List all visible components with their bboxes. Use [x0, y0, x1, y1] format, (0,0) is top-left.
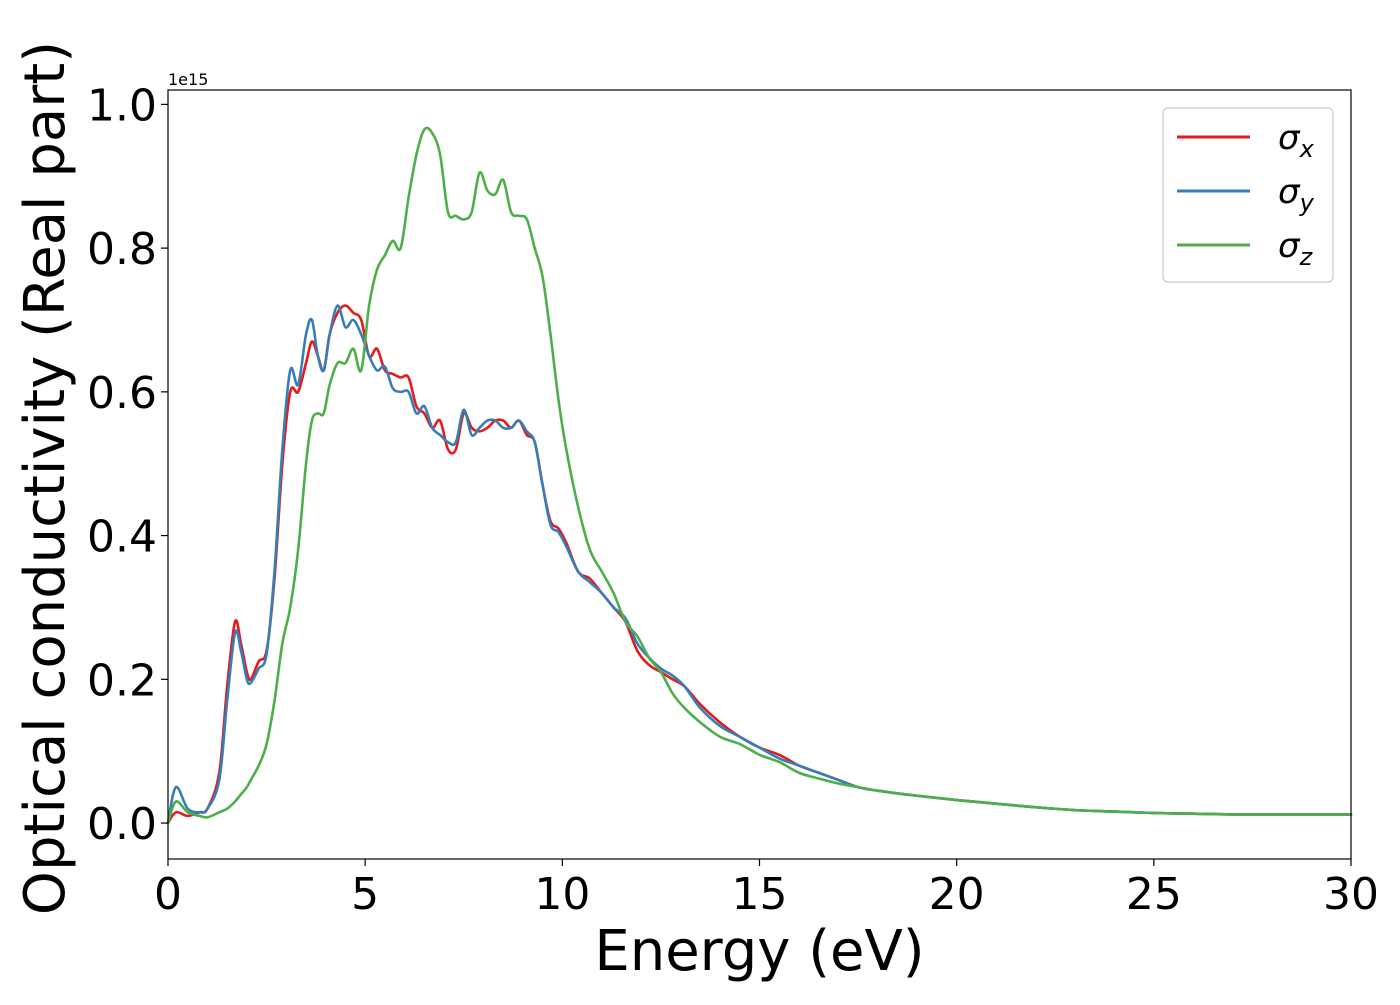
y-tick-label: 0.0	[87, 799, 157, 850]
series-line-0	[166, 304, 1353, 825]
x-tick-label: 0	[154, 869, 182, 920]
x-tick-label: 30	[1323, 869, 1379, 920]
legend-label-2: σz	[1278, 226, 1314, 271]
y-offset-label: 1e15	[168, 70, 208, 89]
y-tick-label: 0.2	[87, 655, 157, 706]
y-tick-label: 1.0	[87, 80, 157, 131]
y-tick-label: 0.8	[87, 224, 157, 275]
legend-box	[1162, 107, 1334, 283]
series-line-1	[166, 304, 1353, 825]
x-tick-label: 15	[732, 869, 788, 920]
x-tick-label: 25	[1126, 869, 1182, 920]
x-axis-ticks: 0 5 10 15 20 25 30	[154, 859, 1379, 920]
x-tick-label: 5	[351, 869, 379, 920]
legend-label-0: σx	[1278, 118, 1315, 163]
y-axis-ticks: 0.0 0.2 0.4 0.6 0.8 1.0	[87, 80, 168, 850]
series-layer	[166, 126, 1353, 825]
y-tick-label: 0.4	[87, 512, 157, 563]
series-line-2	[166, 126, 1353, 825]
y-axis-label: Optical conductivity (Real part)	[13, 41, 78, 915]
x-axis-label: Energy (eV)	[594, 919, 924, 984]
x-tick-label: 20	[929, 869, 985, 920]
legend: σx σy σz	[1162, 107, 1334, 283]
legend-label-1: σy	[1278, 172, 1315, 217]
y-tick-label: 0.6	[87, 368, 157, 419]
x-tick-label: 10	[534, 869, 590, 920]
